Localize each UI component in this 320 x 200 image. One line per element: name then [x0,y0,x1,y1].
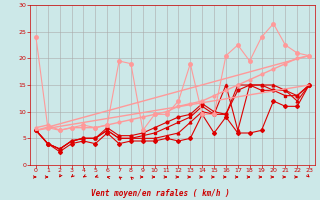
Text: Vent moyen/en rafales ( km/h ): Vent moyen/en rafales ( km/h ) [91,189,229,198]
